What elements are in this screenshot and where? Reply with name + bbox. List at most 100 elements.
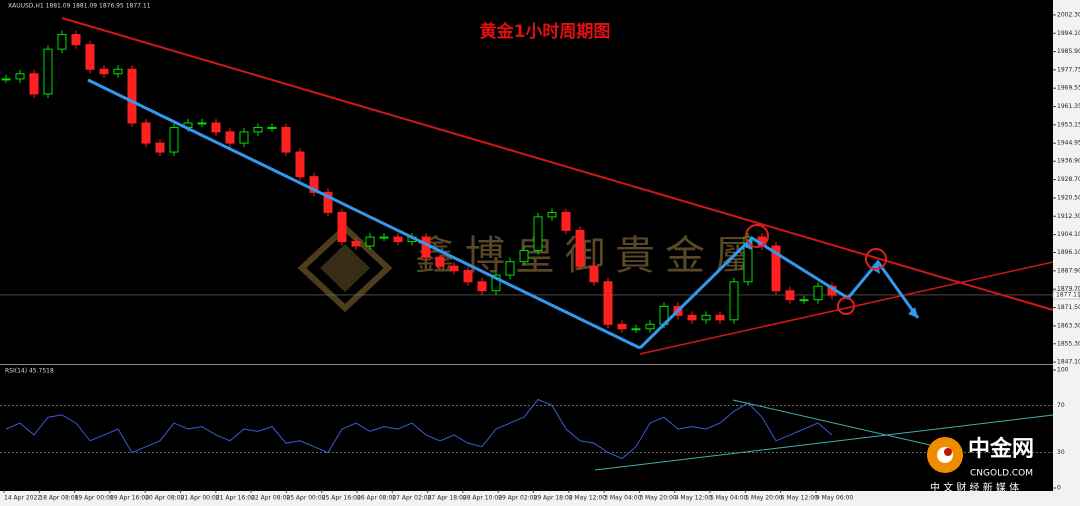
logo-slogan: 中 文 财 经 新 媒 体 [930, 481, 1019, 494]
rsi-line [5, 398, 833, 460]
candle [785, 290, 795, 301]
candle [141, 122, 151, 144]
x-tick-label: 6 May 12:00 [781, 495, 819, 502]
candle [43, 48, 53, 95]
y-tick-label: 1944.95 [1057, 140, 1080, 147]
candle [295, 151, 305, 178]
y-tick-label: 1904.10 [1057, 231, 1080, 238]
x-tick-label: 25 Apr 16:00 [322, 495, 361, 502]
y-tick-label: 1847.10 [1057, 359, 1080, 366]
candle [99, 68, 109, 75]
candle [645, 323, 655, 330]
candle [309, 176, 319, 193]
candle [15, 73, 25, 80]
candle [435, 256, 445, 267]
y-tick-label: 1871.50 [1057, 304, 1080, 311]
y-tick-label: 1928.70 [1057, 176, 1080, 183]
rsi-tick-label: 70 [1057, 402, 1065, 409]
header: XAUUSD,H1 1881.09 1881.09 1876.95 1877.1… [8, 3, 151, 10]
x-tick-label: 4 May 12:00 [675, 495, 713, 502]
x-tick-label: 29 Apr 02:00 [498, 495, 537, 502]
candle [337, 211, 347, 243]
x-tick-label: 2 May 12:00 [569, 495, 607, 502]
x-tick-label: 14 Apr 2022 [4, 495, 41, 502]
y-tick-label: 1896.10 [1057, 249, 1080, 256]
x-tick-label: 3 May 04:00 [604, 495, 642, 502]
candle [519, 249, 529, 263]
candle [85, 44, 95, 70]
candle [575, 229, 585, 267]
x-tick-label: 21 Apr 00:00 [181, 495, 220, 502]
candle [449, 265, 459, 272]
x-tick-label: 18 Apr 08:00 [39, 495, 78, 502]
time-axis-strip [0, 491, 1080, 506]
x-tick-label: 19 Apr 00:00 [75, 495, 114, 502]
candle [715, 314, 725, 321]
candle [197, 122, 207, 125]
x-tick-label: 3 May 20:00 [639, 495, 677, 502]
price-axis-strip [1053, 0, 1080, 506]
candle [29, 73, 39, 95]
candle [267, 126, 277, 129]
y-tick-label: 1969.55 [1057, 85, 1080, 92]
candle [589, 265, 599, 283]
candle [505, 261, 515, 276]
last-price-box [1052, 290, 1080, 300]
candle [701, 314, 711, 321]
candle [617, 323, 627, 330]
candle [113, 68, 123, 75]
y-tick-label: 1936.90 [1057, 158, 1080, 165]
last-price-label: 1877.11 [1056, 291, 1080, 298]
x-tick-label: 5 May 20:00 [745, 495, 783, 502]
candle [127, 68, 137, 124]
candle [687, 314, 697, 321]
y-tick-label: 1887.90 [1057, 267, 1080, 274]
candle [603, 281, 613, 325]
y-tick-label: 1912.30 [1057, 213, 1080, 220]
x-tick-label: 20 Apr 08:00 [145, 495, 184, 502]
candle [379, 236, 389, 239]
candle [463, 270, 473, 283]
candle [351, 241, 361, 247]
annotations [61, 17, 1054, 471]
y-tick-label: 1920.50 [1057, 194, 1080, 201]
candle [281, 126, 291, 153]
candle [743, 236, 753, 283]
cngold-logo [927, 437, 963, 473]
y-tick-label: 1879.70 [1057, 286, 1080, 293]
logo-site: CNGOLD.COM [970, 469, 1033, 479]
candle [477, 281, 487, 292]
candle [799, 299, 809, 302]
watermark-logo [297, 223, 393, 313]
candle [155, 142, 165, 153]
candle [771, 245, 781, 292]
rsi-tick-label: 100 [1057, 367, 1069, 374]
x-tick-label: 25 Apr 00:00 [286, 495, 325, 502]
candle [169, 126, 179, 153]
x-tick-label: 29 Apr 18:00 [534, 495, 573, 502]
x-tick-label: 27 Apr 18:00 [428, 495, 467, 502]
x-tick-label: 26 Apr 08:00 [357, 495, 396, 502]
chart-title: 黄金1小时周期图 [480, 21, 611, 42]
candle [71, 34, 81, 46]
logo-name: 中金网 [968, 436, 1034, 462]
y-tick-label: 1855.30 [1057, 340, 1080, 347]
y-tick-label: 1977.75 [1057, 66, 1080, 73]
candle [211, 122, 221, 133]
y-tick-label: 2002.30 [1057, 11, 1080, 18]
candle [393, 236, 403, 243]
candle [491, 274, 501, 292]
candle [253, 126, 263, 133]
candle [533, 216, 543, 251]
candle [547, 211, 557, 218]
candle [365, 236, 375, 247]
candle [631, 328, 641, 331]
rsi-label: RSI(14) 45.7518 [5, 368, 54, 375]
y-tick-label: 1994.10 [1057, 30, 1080, 37]
candle [561, 211, 571, 231]
rsi-tick-label: 0 [1057, 485, 1061, 492]
x-tick-label: 21 Apr 16:00 [216, 495, 255, 502]
candle [239, 131, 249, 144]
